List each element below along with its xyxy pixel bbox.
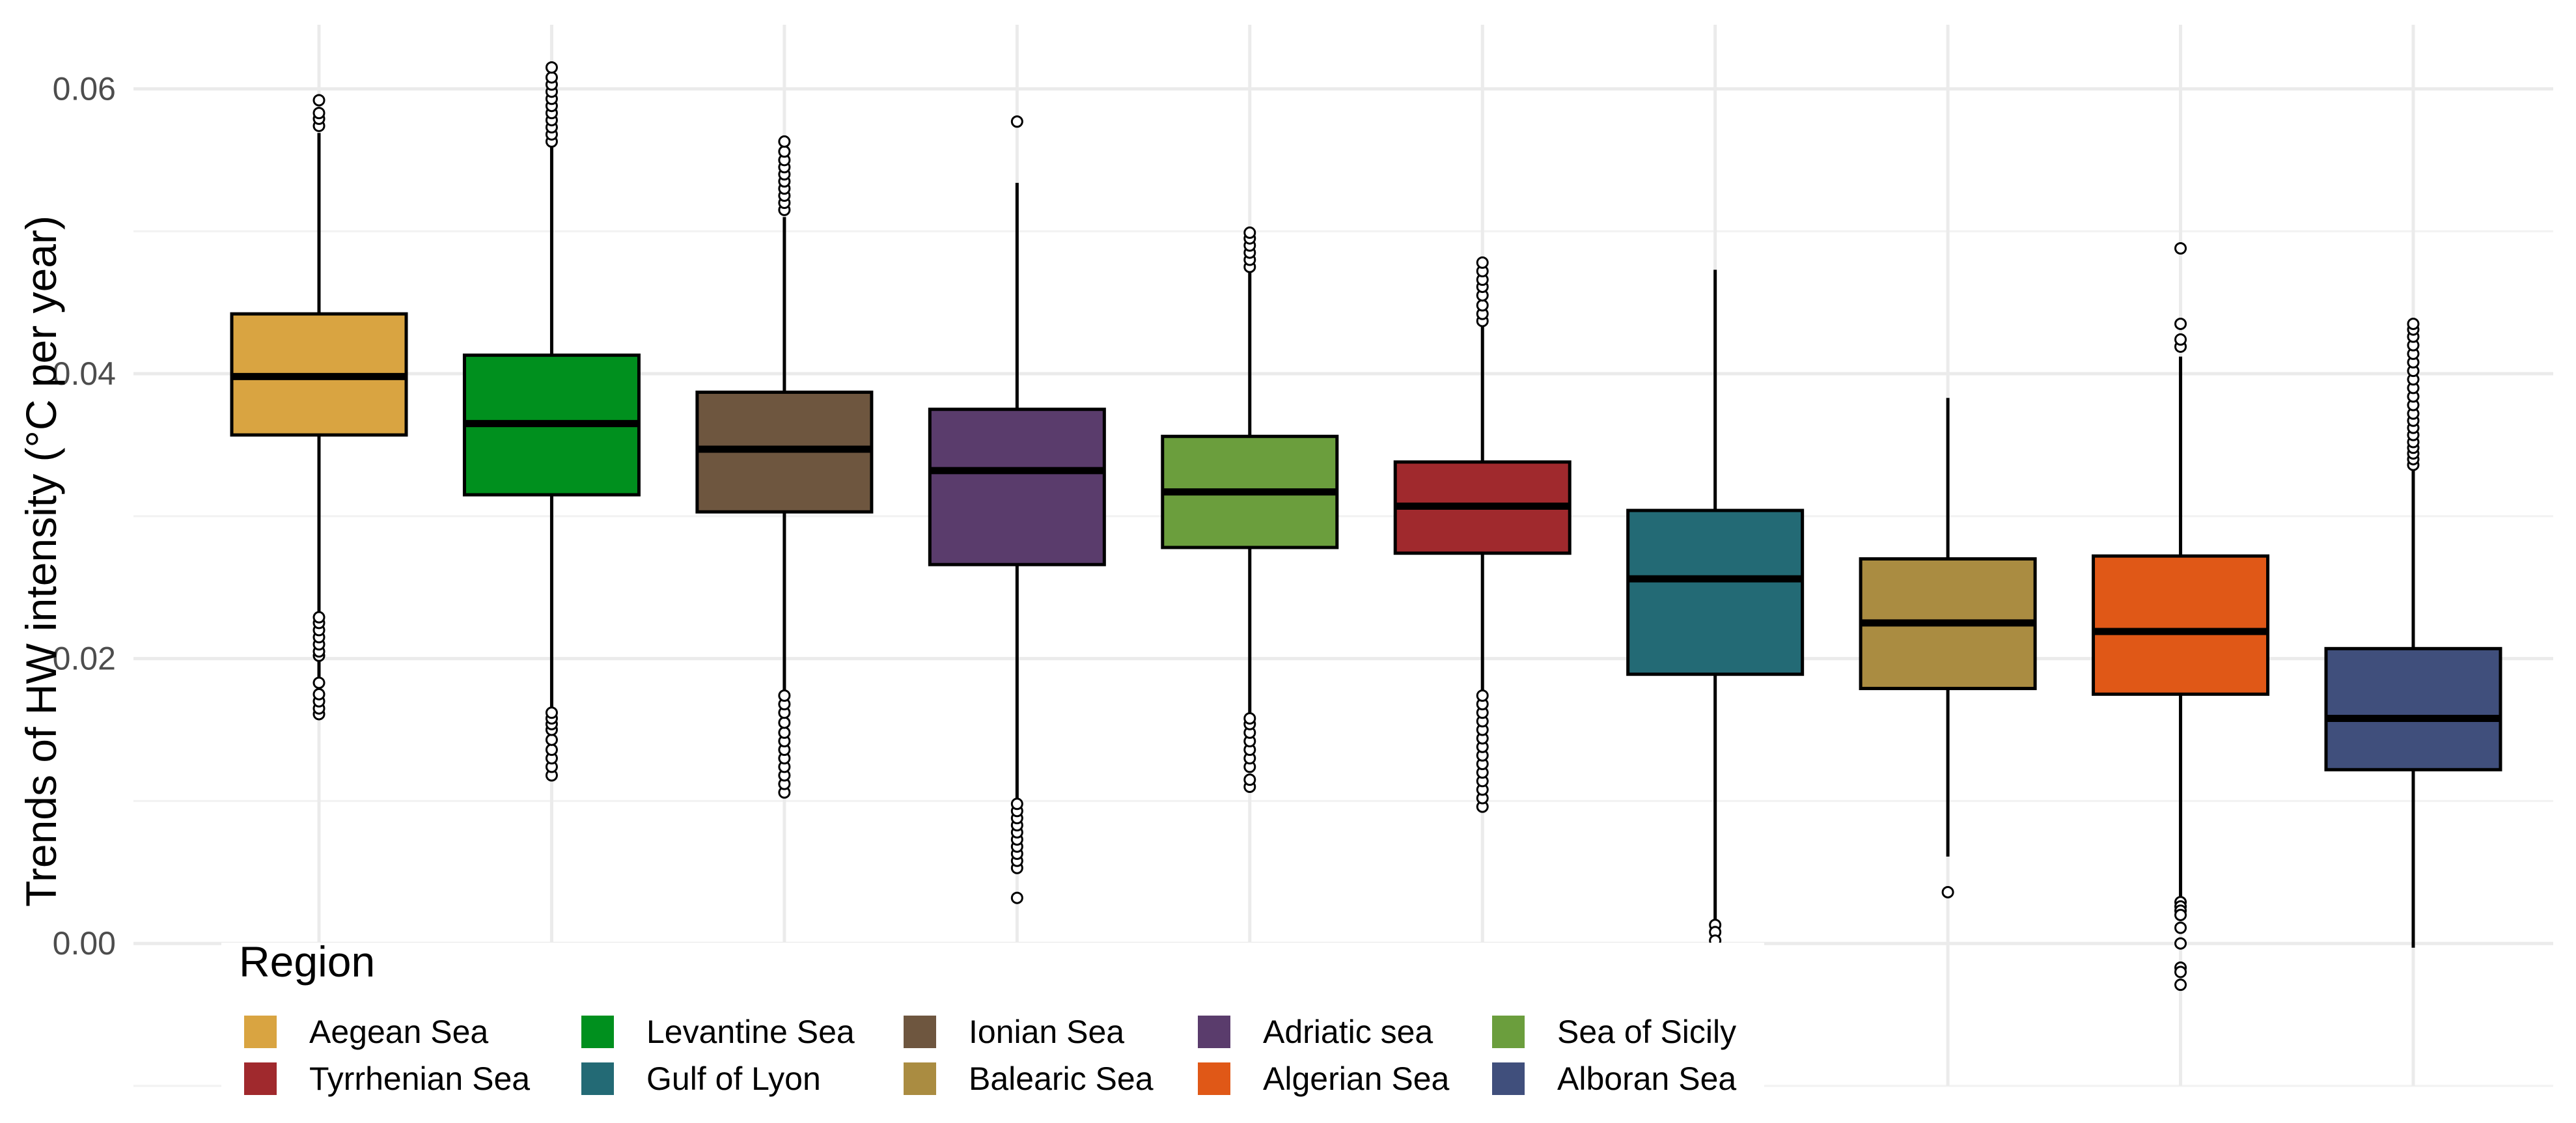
legend-key <box>581 1016 614 1048</box>
legend-label: Levantine Sea <box>646 1014 855 1050</box>
outlier-point <box>1010 891 1023 904</box>
outlier-point <box>2174 317 2187 330</box>
outlier-point <box>1243 773 1256 786</box>
legend-key <box>1198 1062 1230 1095</box>
outlier-point <box>545 71 558 84</box>
outlier-point <box>1010 115 1023 128</box>
legend-label: Algerian Sea <box>1263 1061 1449 1097</box>
legend-label: Gulf of Lyon <box>646 1061 821 1097</box>
legend-item: Aegean Sea <box>244 1014 488 1050</box>
box-gulf-of-lyon <box>1626 270 1805 1041</box>
outlier-point <box>545 61 558 74</box>
outlier-point <box>1476 256 1489 269</box>
legend-label: Aegean Sea <box>309 1014 488 1050</box>
y-tick-label: 0.00 <box>53 925 116 962</box>
outlier-point <box>2174 242 2187 255</box>
legend-key <box>904 1016 936 1048</box>
box-algerian-sea <box>2092 242 2270 991</box>
box-body <box>2324 646 2502 771</box>
legend-item: Algerian Sea <box>1198 1061 1449 1097</box>
box-adriatic-sea <box>928 115 1106 904</box>
box-balearic-sea <box>1859 398 2037 898</box>
legend-key <box>1198 1016 1230 1048</box>
legend-item: Sea of Sicily <box>1492 1014 1736 1050</box>
outlier-point <box>2174 921 2187 934</box>
outlier-point <box>545 733 558 746</box>
outlier-point <box>2174 908 2187 921</box>
legend-key <box>1492 1016 1525 1048</box>
box-tyrrhenian-sea <box>1393 256 1572 813</box>
outlier-point <box>1243 712 1256 725</box>
legend-label: Alboran Sea <box>1557 1061 1736 1097</box>
outlier-point <box>778 716 791 729</box>
legend-item: Balearic Sea <box>904 1061 1154 1097</box>
legend-key <box>244 1062 277 1095</box>
outlier-point <box>778 145 791 158</box>
outlier-point <box>1243 226 1256 239</box>
legend-item: Alboran Sea <box>1492 1061 1736 1097</box>
legend-label: Adriatic sea <box>1263 1014 1433 1050</box>
outlier-point <box>778 135 791 148</box>
y-axis-title: Trends of HW intensity (°C per year) <box>17 215 65 907</box>
outlier-point <box>2407 317 2420 330</box>
legend-key <box>1492 1062 1525 1095</box>
outlier-point <box>1941 885 1954 898</box>
legend-item: Ionian Sea <box>904 1014 1124 1050</box>
outlier-point <box>1010 797 1023 811</box>
y-tick-label: 0.04 <box>53 355 116 392</box>
outlier-point <box>312 611 325 624</box>
y-axis-ticks: 0.00 0.02 0.04 0.06 <box>53 70 116 962</box>
box-body <box>928 408 1106 566</box>
outlier-point <box>2174 937 2187 950</box>
legend-items: Aegean Sea Levantine Sea Ionian Sea Adriati… <box>244 1014 1736 1097</box>
legend-item: Adriatic sea <box>1198 1014 1433 1050</box>
outlier-point <box>312 676 325 689</box>
legend-item: Gulf of Lyon <box>581 1061 821 1097</box>
legend-label: Balearic Sea <box>969 1061 1154 1097</box>
outlier-point <box>545 743 558 756</box>
legend: Region Aegean Sea Levantine Sea Ionian Sea… <box>221 937 1764 1123</box>
outlier-point <box>1476 299 1489 312</box>
legend-item: Levantine Sea <box>581 1014 855 1050</box>
legend-label: Sea of Sicily <box>1557 1014 1736 1050</box>
box-levantine-sea <box>462 61 641 782</box>
outlier-point <box>2174 965 2187 978</box>
legend-item: Tyrrhenian Sea <box>244 1061 530 1097</box>
box-ionian-sea <box>695 135 874 799</box>
y-tick-label: 0.06 <box>53 70 116 107</box>
legend-key <box>244 1016 277 1048</box>
outlier-point <box>312 94 325 107</box>
legend-label: Ionian Sea <box>969 1014 1124 1050</box>
legend-key <box>581 1062 614 1095</box>
outlier-point <box>312 107 325 120</box>
outlier-point <box>312 687 325 700</box>
legend-key <box>904 1062 936 1095</box>
legend-title: Region <box>239 937 375 986</box>
box-aegean-sea <box>230 94 408 721</box>
legend-label: Tyrrhenian Sea <box>309 1061 530 1097</box>
y-tick-label: 0.02 <box>53 641 116 677</box>
outlier-point <box>778 689 791 702</box>
outlier-point <box>545 706 558 719</box>
box-body <box>1626 508 1805 676</box>
outlier-point <box>2174 333 2187 346</box>
box-alboran-sea <box>2324 317 2502 948</box>
box-sea-of-sicily <box>1161 226 1339 794</box>
outlier-point <box>778 726 791 739</box>
box-body <box>2092 554 2270 696</box>
outlier-point <box>2174 978 2187 991</box>
boxes <box>230 61 2502 1041</box>
outlier-point <box>1476 689 1489 702</box>
